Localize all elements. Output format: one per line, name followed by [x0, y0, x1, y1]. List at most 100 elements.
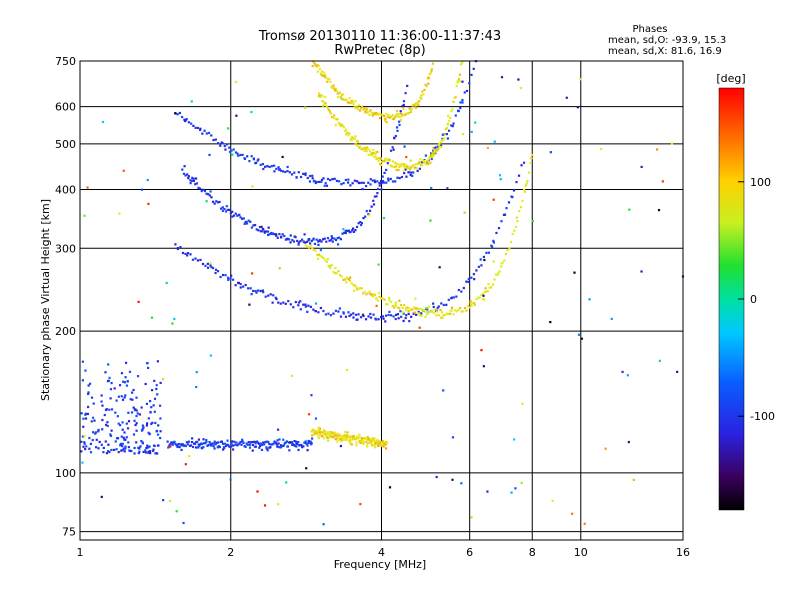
echo-point	[364, 147, 367, 150]
echo-point	[214, 268, 218, 271]
echo-point	[399, 304, 403, 307]
echo-point	[337, 96, 340, 99]
echo-point	[306, 245, 309, 248]
echo-point	[428, 156, 431, 159]
echo-point	[247, 287, 250, 290]
echo-point	[354, 229, 357, 232]
echo-point	[236, 214, 239, 217]
noise-point	[122, 169, 125, 172]
echo-point	[457, 308, 460, 312]
echo-point	[317, 311, 320, 314]
noise-point	[463, 211, 466, 214]
echo-point	[322, 257, 325, 260]
noise-point	[402, 107, 405, 110]
echo-point	[395, 112, 399, 115]
echo-point	[121, 445, 124, 448]
noise-point	[195, 385, 198, 389]
echo-point	[362, 439, 365, 442]
echo-point	[402, 319, 405, 323]
echo-point	[405, 309, 408, 312]
echo-point	[324, 96, 327, 99]
echo-point	[357, 222, 360, 225]
echo-point	[338, 307, 341, 310]
noise-point	[470, 516, 473, 519]
noise-point	[140, 188, 144, 191]
echo-point	[417, 312, 420, 315]
noise-point	[285, 481, 288, 484]
echo-point	[522, 161, 526, 164]
echo-point	[337, 436, 340, 439]
echo-point	[318, 429, 321, 432]
echo-point	[319, 306, 322, 310]
echo-point	[123, 438, 126, 441]
echo-point	[427, 158, 430, 161]
echo-point	[339, 437, 343, 440]
echo-point	[412, 312, 415, 315]
echo-point	[149, 452, 152, 455]
echo-point	[361, 187, 364, 191]
echo-point	[105, 452, 109, 455]
echo-point	[334, 309, 338, 312]
echo-point	[251, 449, 254, 452]
echo-point	[387, 313, 390, 317]
echo-point	[179, 246, 182, 249]
echo-point	[407, 171, 410, 174]
echo-point	[302, 172, 305, 175]
echo-point	[319, 72, 323, 75]
echo-point	[397, 163, 400, 166]
echo-point	[243, 222, 246, 226]
echo-point	[92, 402, 95, 405]
echo-point	[242, 441, 245, 445]
echo-point	[445, 133, 448, 136]
echo-point	[275, 234, 278, 237]
echo-point	[358, 146, 361, 149]
echo-point	[309, 440, 312, 443]
echo-point	[224, 274, 227, 277]
echo-point	[242, 285, 245, 288]
echo-point	[334, 89, 337, 92]
echo-point	[426, 308, 429, 311]
echo-point	[236, 152, 239, 155]
echo-point	[347, 134, 350, 137]
echo-point	[345, 276, 348, 279]
echo-point	[376, 187, 380, 191]
echo-point	[372, 203, 376, 206]
echo-point	[273, 164, 276, 167]
echo-point	[231, 448, 235, 451]
echo-point	[331, 431, 334, 434]
echo-point	[413, 311, 417, 314]
echo-point	[455, 85, 458, 88]
echo-point	[500, 220, 503, 223]
echo-point	[311, 437, 314, 440]
echo-point	[412, 164, 415, 167]
echo-point	[307, 246, 311, 249]
echo-point	[229, 277, 232, 280]
echo-point	[345, 128, 348, 131]
echo-point	[198, 128, 202, 132]
echo-point	[371, 114, 374, 117]
echo-point	[404, 92, 407, 95]
echo-point	[426, 159, 429, 163]
echo-point	[503, 213, 507, 216]
echo-point	[226, 439, 229, 442]
echo-point	[386, 115, 389, 119]
echo-point	[369, 178, 372, 181]
echo-point	[176, 445, 179, 449]
noise-point	[405, 155, 408, 159]
echo-point	[381, 315, 385, 318]
echo-point	[225, 143, 229, 146]
echo-point	[360, 181, 363, 184]
echo-point	[420, 164, 424, 167]
noise-point	[175, 510, 178, 513]
echo-point	[202, 446, 205, 449]
echo-point	[248, 443, 251, 446]
echo-point	[321, 104, 325, 107]
echo-point	[321, 238, 325, 241]
echo-point	[449, 312, 452, 315]
echo-point	[372, 199, 375, 202]
echo-point	[166, 440, 169, 443]
echo-point	[213, 202, 216, 205]
echo-point	[383, 159, 386, 163]
echo-point	[325, 76, 328, 79]
echo-point	[373, 443, 377, 446]
